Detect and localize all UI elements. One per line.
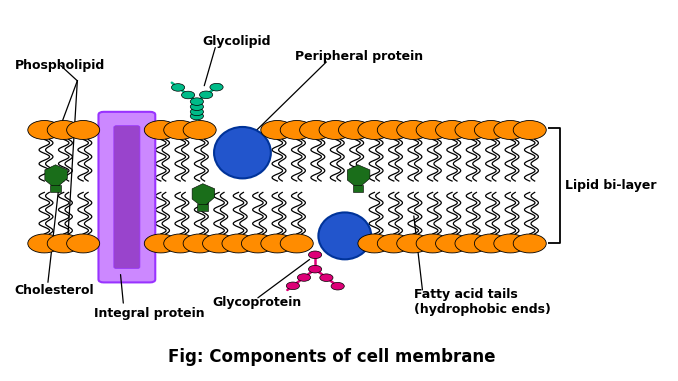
Text: Phospholipid: Phospholipid xyxy=(15,59,105,72)
Circle shape xyxy=(280,120,313,139)
Circle shape xyxy=(378,120,410,139)
Text: Integral protein: Integral protein xyxy=(94,307,205,320)
Polygon shape xyxy=(45,165,67,189)
Text: Fig: Components of cell membrane: Fig: Components of cell membrane xyxy=(168,348,496,366)
Circle shape xyxy=(182,91,195,99)
Circle shape xyxy=(475,120,507,139)
Circle shape xyxy=(191,108,203,115)
Circle shape xyxy=(163,120,197,139)
Ellipse shape xyxy=(214,127,271,178)
Polygon shape xyxy=(197,204,208,211)
Polygon shape xyxy=(192,184,215,208)
Circle shape xyxy=(513,120,546,139)
Circle shape xyxy=(66,234,100,253)
Circle shape xyxy=(183,120,216,139)
Circle shape xyxy=(494,234,527,253)
Circle shape xyxy=(261,120,294,139)
Circle shape xyxy=(397,120,430,139)
Circle shape xyxy=(163,234,197,253)
Text: Glycoprotein: Glycoprotein xyxy=(213,296,302,309)
Circle shape xyxy=(286,282,300,290)
Circle shape xyxy=(455,234,488,253)
FancyBboxPatch shape xyxy=(98,112,155,282)
Circle shape xyxy=(241,234,275,253)
Circle shape xyxy=(397,234,430,253)
Text: Fatty acid tails
(hydrophobic ends): Fatty acid tails (hydrophobic ends) xyxy=(414,288,551,316)
Circle shape xyxy=(47,120,80,139)
Circle shape xyxy=(416,234,449,253)
Circle shape xyxy=(191,98,203,106)
Ellipse shape xyxy=(319,213,372,259)
Text: Glycolipid: Glycolipid xyxy=(203,35,271,48)
Polygon shape xyxy=(50,185,61,192)
Circle shape xyxy=(308,266,321,273)
Circle shape xyxy=(172,84,184,91)
Circle shape xyxy=(308,251,321,259)
Circle shape xyxy=(144,120,178,139)
Circle shape xyxy=(28,234,61,253)
Circle shape xyxy=(358,234,391,253)
Circle shape xyxy=(280,234,313,253)
Polygon shape xyxy=(353,185,363,192)
Circle shape xyxy=(199,91,213,99)
Circle shape xyxy=(210,83,223,91)
Circle shape xyxy=(320,274,333,282)
Circle shape xyxy=(338,120,372,139)
Circle shape xyxy=(513,234,546,253)
Circle shape xyxy=(47,234,80,253)
Circle shape xyxy=(28,120,61,139)
Circle shape xyxy=(183,234,216,253)
Text: Lipid bi-layer: Lipid bi-layer xyxy=(565,179,657,192)
Circle shape xyxy=(416,120,449,139)
Circle shape xyxy=(298,274,311,281)
Circle shape xyxy=(475,234,507,253)
Circle shape xyxy=(191,112,203,120)
Circle shape xyxy=(66,120,100,139)
Circle shape xyxy=(203,234,235,253)
Circle shape xyxy=(494,120,527,139)
Circle shape xyxy=(378,234,410,253)
Text: Peripheral protein: Peripheral protein xyxy=(296,50,423,63)
Circle shape xyxy=(191,103,203,110)
Circle shape xyxy=(435,120,468,139)
Circle shape xyxy=(435,234,468,253)
FancyBboxPatch shape xyxy=(114,126,140,269)
Circle shape xyxy=(300,120,333,139)
Circle shape xyxy=(358,120,391,139)
Text: Cholesterol: Cholesterol xyxy=(15,284,94,297)
Circle shape xyxy=(222,234,255,253)
Circle shape xyxy=(319,120,352,139)
Circle shape xyxy=(331,282,344,290)
Polygon shape xyxy=(347,165,370,189)
Circle shape xyxy=(455,120,488,139)
Circle shape xyxy=(144,234,178,253)
Circle shape xyxy=(261,234,294,253)
